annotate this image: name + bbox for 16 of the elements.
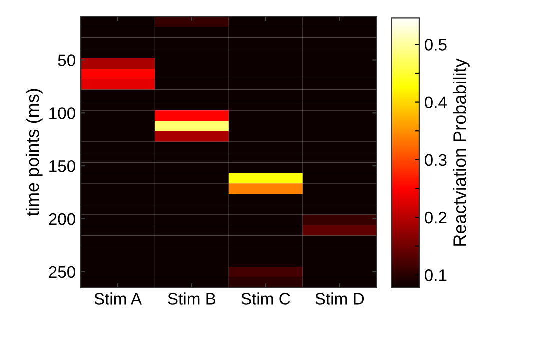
color-bar-label: 0.2 bbox=[424, 212, 447, 224]
color-bar-label: 0.3 bbox=[424, 154, 447, 166]
y-tick-label: 50 bbox=[58, 54, 76, 66]
x-tick-label: Stim C bbox=[242, 292, 290, 305]
x-tick-label: Stim A bbox=[94, 292, 142, 305]
color-bar-label: 0.4 bbox=[424, 96, 448, 109]
x-tick-label: Stim D bbox=[316, 292, 364, 305]
y-axis-title: time points (ms) bbox=[26, 89, 43, 216]
color-bar-title: Reactviation Probability bbox=[453, 58, 470, 246]
y-tick-label: 250 bbox=[49, 266, 76, 278]
y-tick-label: 100 bbox=[50, 108, 76, 120]
color-bar-label: 0.1 bbox=[424, 270, 447, 282]
y-tick-label: 200 bbox=[49, 213, 76, 226]
y-tick-label: 150 bbox=[50, 160, 76, 172]
color-bar-label: 0.5 bbox=[424, 39, 447, 51]
x-tick-label: Stim B bbox=[168, 292, 216, 305]
